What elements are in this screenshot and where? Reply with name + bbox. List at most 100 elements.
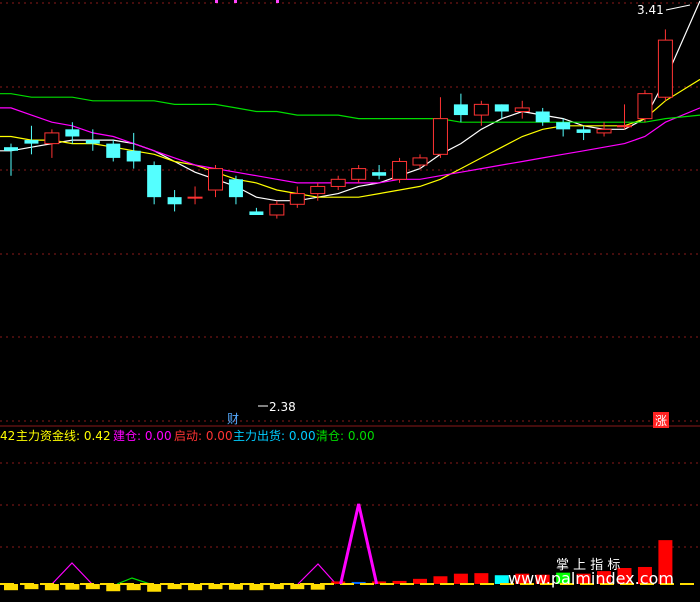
candle — [351, 165, 367, 183]
top-marker — [215, 0, 218, 3]
candle-body — [147, 165, 162, 198]
indicator-bar — [4, 584, 18, 591]
candle-body — [453, 104, 468, 116]
candle-body — [535, 111, 550, 123]
indicator-bar — [617, 568, 632, 584]
candle-body — [330, 178, 346, 187]
moving-average-lines — [0, 0, 700, 202]
candle-body — [494, 104, 509, 112]
candle — [657, 29, 673, 101]
indicator-bar — [597, 571, 612, 584]
candle-body — [269, 203, 285, 216]
candle — [473, 100, 489, 126]
candle-body — [596, 128, 612, 134]
candle — [576, 125, 591, 141]
candle — [269, 200, 285, 219]
low-price-label: 2.38 — [269, 400, 296, 414]
candle — [85, 129, 100, 151]
candle-body — [249, 211, 264, 215]
zhang-badge-bg — [653, 412, 669, 428]
candle — [44, 129, 60, 158]
candle-body — [637, 93, 653, 120]
watermark-title: 掌 上 指 标 — [556, 558, 620, 573]
candle-body — [4, 147, 18, 151]
candle — [249, 207, 264, 215]
signal-triangle — [297, 563, 337, 585]
watermark: 掌 上 指 标 www.palmindex.com — [508, 558, 674, 588]
indicator-bar — [351, 581, 366, 584]
signal-triangle — [116, 577, 151, 585]
indicator-bar — [24, 584, 39, 590]
candle — [147, 161, 162, 205]
indicator-bar — [556, 572, 571, 584]
candle — [617, 104, 632, 130]
indicator-bar — [228, 584, 243, 590]
zhang-badge: 涨 — [655, 413, 667, 428]
candle-body — [44, 132, 60, 145]
candle — [106, 140, 121, 162]
candle — [514, 100, 530, 119]
candlesticks — [4, 29, 673, 219]
indicator-bar — [474, 573, 489, 584]
indicator-bar — [576, 573, 591, 584]
candle-body — [85, 140, 100, 144]
indicator-bar — [413, 578, 427, 584]
indicator-bar — [372, 581, 387, 584]
candle-body — [372, 172, 387, 176]
candle-body — [351, 168, 367, 180]
top-marker — [234, 0, 237, 3]
candle — [310, 182, 326, 201]
candle — [4, 143, 18, 176]
legend-item: 主力出货: 0.00 — [233, 428, 316, 443]
indicator-bar — [208, 584, 223, 590]
indicator-bar — [44, 584, 59, 591]
candle — [289, 186, 305, 208]
indicator-bar — [331, 581, 346, 584]
legend-item: 42 — [0, 429, 15, 443]
high-price-arrow — [665, 4, 691, 11]
candle — [208, 165, 223, 198]
indicator-bar — [515, 573, 530, 584]
candle-body — [126, 150, 141, 162]
candle — [556, 118, 571, 137]
indicator-bar — [658, 540, 673, 584]
indicator-bar — [433, 576, 448, 584]
indicator-bar — [290, 584, 305, 590]
candle — [453, 93, 468, 123]
indicator-bar — [147, 584, 162, 592]
candle — [432, 97, 448, 158]
candle — [637, 90, 653, 123]
indicator-panel — [0, 503, 700, 592]
candle-body — [473, 103, 489, 116]
candle-body — [556, 122, 571, 130]
candle — [167, 190, 182, 212]
candle-body — [187, 196, 203, 199]
indicator-bar — [494, 575, 509, 584]
indicator-bar — [126, 584, 141, 591]
indicator-bar — [310, 584, 325, 590]
indicator-bar — [167, 584, 182, 590]
grid-lines — [0, 0, 700, 548]
indicator-bar — [453, 573, 468, 584]
indicator-bar — [535, 574, 550, 584]
candle-body — [432, 118, 448, 155]
candle — [392, 157, 408, 183]
candle — [65, 122, 80, 144]
candle-body — [514, 107, 530, 113]
indicator-bar — [269, 584, 284, 590]
legend-item: 主力资金线: 0.42 — [16, 428, 111, 443]
indicator-bar — [637, 566, 652, 584]
price-annotations: 3.41 2.38 财 涨 — [227, 3, 691, 428]
high-price-label: 3.41 — [637, 3, 664, 17]
candle — [412, 154, 428, 169]
candle — [330, 175, 346, 191]
indicator-legend: 42 主力资金线: 0.42 建仓: 0.00 启动: 0.00 主力出货: 0.00 清… — [0, 428, 375, 443]
indicator-bar — [65, 584, 80, 590]
candle-body — [657, 39, 673, 98]
signal-triangle — [51, 562, 93, 585]
candle — [126, 132, 141, 169]
candle-body — [65, 129, 80, 137]
candle — [596, 122, 612, 137]
legend-item: 建仓: 0.00 — [113, 429, 172, 443]
